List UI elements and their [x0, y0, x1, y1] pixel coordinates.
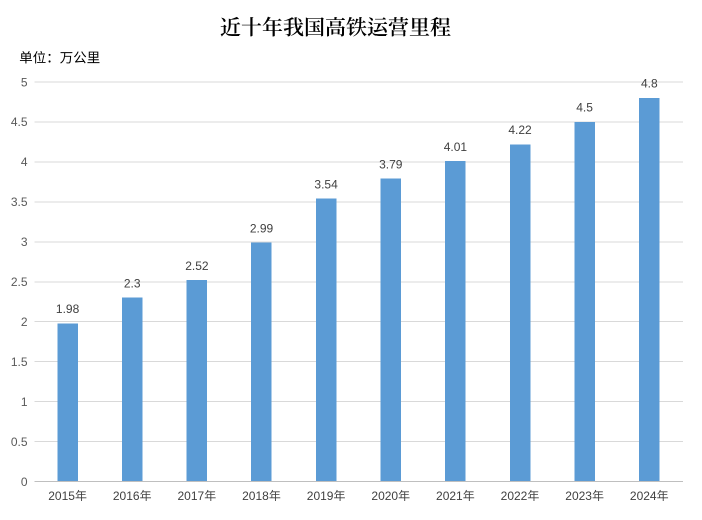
svg-text:3.5: 3.5	[11, 195, 28, 209]
svg-text:0: 0	[21, 475, 28, 489]
svg-text:4.01: 4.01	[444, 140, 468, 154]
svg-text:2: 2	[21, 315, 28, 329]
svg-text:1.98: 1.98	[56, 302, 80, 316]
svg-text:1: 1	[21, 395, 28, 409]
svg-text:2019: 2019	[307, 489, 334, 503]
svg-text:4.5: 4.5	[11, 115, 28, 129]
svg-text:4.22: 4.22	[508, 123, 532, 137]
svg-text:4.5: 4.5	[576, 101, 593, 115]
svg-text:2024: 2024	[630, 489, 657, 503]
svg-text:3.79: 3.79	[379, 157, 403, 171]
svg-text:2018: 2018	[242, 489, 269, 503]
svg-text:2017: 2017	[178, 489, 205, 503]
svg-text:4: 4	[21, 155, 28, 169]
svg-text:2015: 2015	[48, 489, 75, 503]
svg-text:2.5: 2.5	[11, 275, 28, 289]
svg-text:2.52: 2.52	[185, 259, 209, 273]
svg-text:2021: 2021	[436, 489, 463, 503]
svg-text:3: 3	[21, 235, 28, 249]
svg-text:1.5: 1.5	[11, 355, 28, 369]
svg-text:2.3: 2.3	[124, 276, 141, 290]
svg-text:4.8: 4.8	[641, 77, 658, 91]
svg-text:5: 5	[21, 75, 28, 89]
svg-text:2023: 2023	[565, 489, 592, 503]
svg-text:2022: 2022	[501, 489, 528, 503]
svg-text:2020: 2020	[371, 489, 398, 503]
svg-text:3.54: 3.54	[314, 177, 338, 191]
svg-text:0.5: 0.5	[11, 435, 28, 449]
svg-text:2016: 2016	[113, 489, 140, 503]
svg-text:2.99: 2.99	[250, 221, 274, 235]
